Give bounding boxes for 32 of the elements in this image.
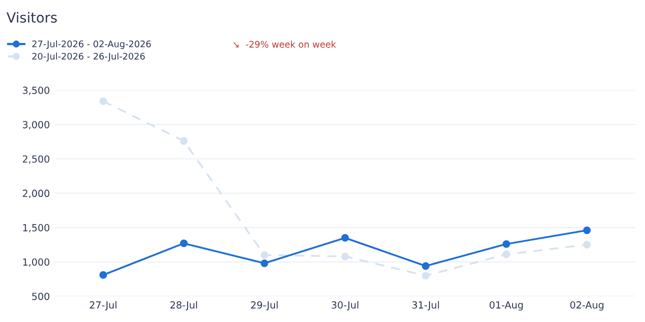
y-tick-label: 500 — [32, 292, 50, 300]
point — [260, 259, 268, 268]
point — [583, 240, 591, 249]
legend-label: 20-Jul-2026 - 26-Jul-2026 — [32, 52, 145, 62]
x-tick-label: 27-Jul — [90, 301, 116, 310]
y-tick-label: 2,000 — [22, 190, 50, 198]
point — [502, 240, 510, 248]
x-tick-label: 28-Jul — [170, 301, 197, 310]
point — [422, 262, 430, 270]
x-tick-label: 02-Aug — [570, 301, 604, 311]
x-tick-label: 31-Jul — [412, 301, 439, 310]
point — [99, 271, 108, 279]
point — [180, 137, 188, 145]
x-tick-label: 29-Jul — [251, 301, 278, 310]
y-tick-label: 2,500 — [22, 155, 50, 164]
x-tick-label: 30-Jul — [332, 301, 358, 310]
point — [180, 240, 188, 248]
legend-label: 27-Jul-2026 - 02-Aug-2026 — [32, 40, 151, 50]
text: ↘ -29% week on week — [233, 40, 336, 48]
y-tick-label: 3,000 — [22, 120, 50, 130]
y-tick-label: 1,000 — [23, 258, 50, 267]
point — [99, 97, 108, 105]
point — [422, 272, 430, 280]
chart-title: Visitors — [6, 12, 57, 23]
y-tick-label: 1,500 — [23, 224, 50, 232]
point — [341, 234, 349, 242]
point — [583, 226, 591, 234]
point — [260, 251, 268, 259]
x-tick-label: 01-Aug — [490, 301, 523, 311]
point — [341, 252, 349, 260]
y-tick-label: 3,500 — [22, 86, 50, 95]
point — [502, 250, 510, 258]
